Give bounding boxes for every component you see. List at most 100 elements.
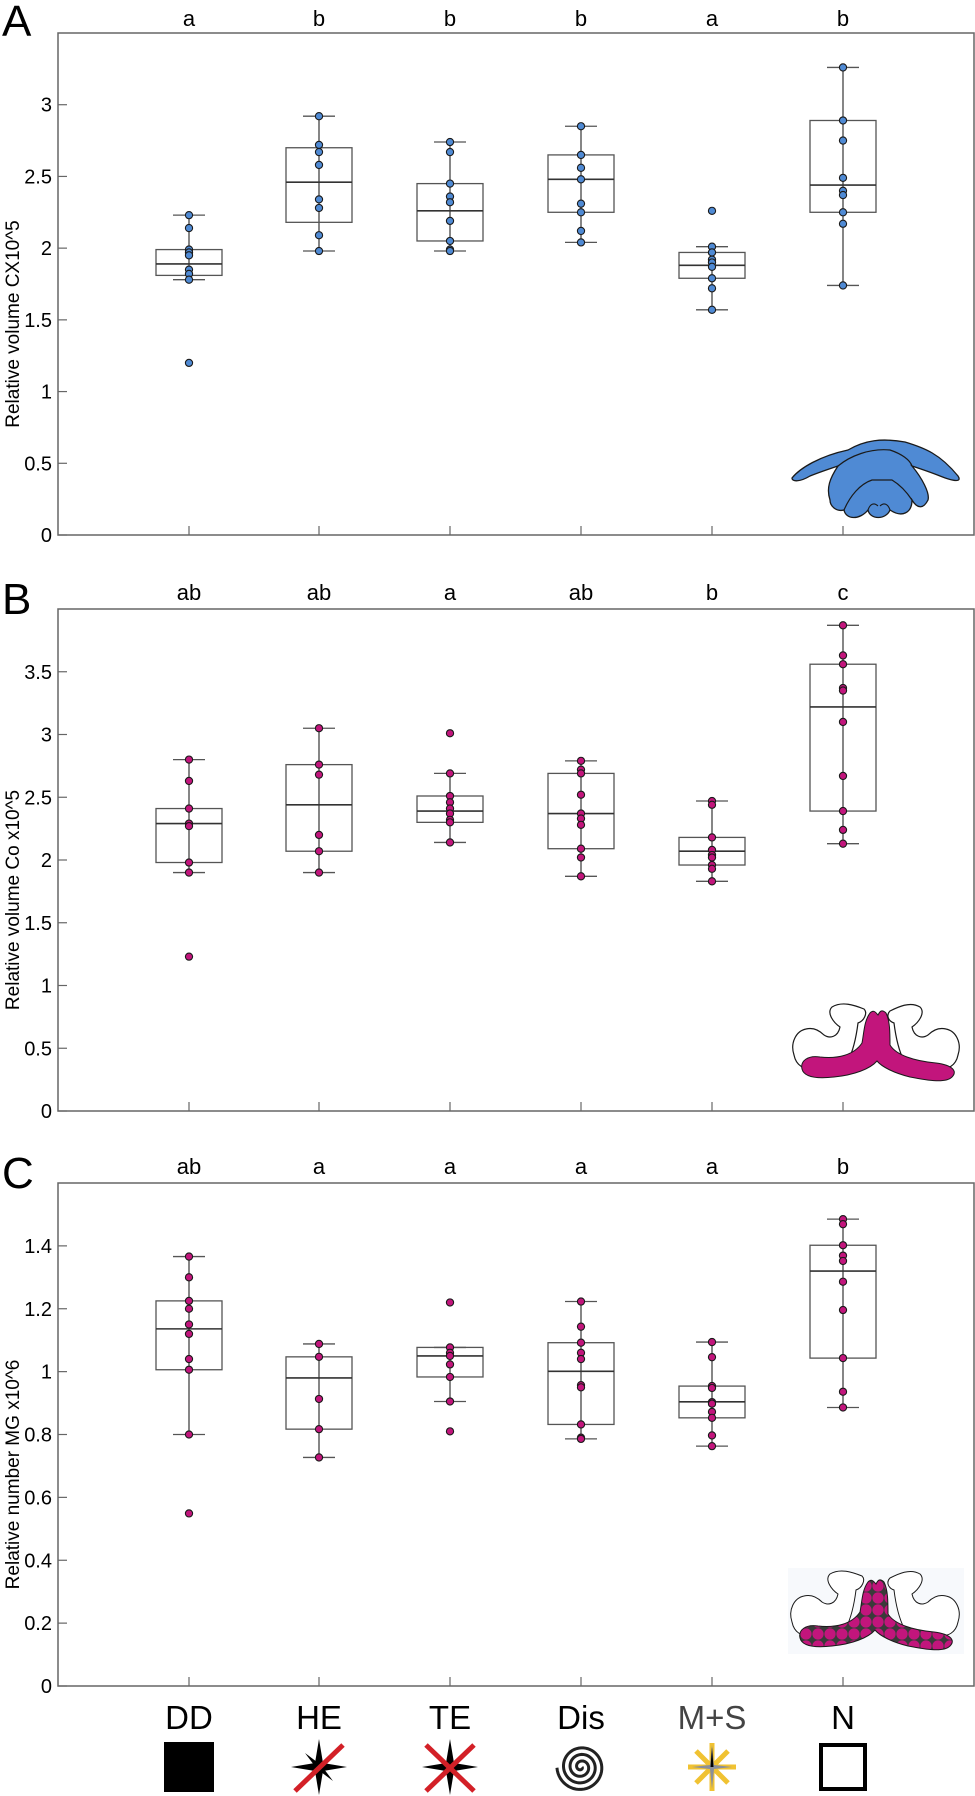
significance-letter: c bbox=[838, 580, 849, 605]
data-point bbox=[184, 868, 194, 877]
data-point bbox=[576, 1297, 586, 1306]
significance-letter: a bbox=[706, 6, 719, 31]
data-point bbox=[576, 1338, 586, 1347]
data-point bbox=[707, 248, 717, 257]
magenta-brain-mg-cells-icon bbox=[788, 1568, 964, 1654]
box-n bbox=[809, 621, 877, 848]
box-he bbox=[285, 724, 353, 877]
data-point bbox=[576, 150, 586, 160]
significance-letter: a bbox=[575, 1154, 588, 1179]
box-n bbox=[809, 1215, 877, 1412]
data-point bbox=[576, 199, 586, 208]
y-tick-label: 2 bbox=[41, 238, 52, 260]
significance-letter: b bbox=[706, 580, 718, 605]
data-point bbox=[576, 790, 586, 799]
y-axis-label: Relative volume CX10^5 bbox=[3, 220, 24, 427]
data-point bbox=[838, 1403, 848, 1412]
data-point bbox=[707, 833, 717, 842]
data-point bbox=[838, 116, 848, 125]
data-point bbox=[838, 1256, 848, 1266]
data-point bbox=[838, 1305, 848, 1315]
y-tick-label: 0.5 bbox=[24, 453, 52, 475]
data-point bbox=[445, 198, 455, 207]
data-point bbox=[838, 190, 848, 200]
plot-frame bbox=[57, 32, 975, 536]
data-point bbox=[707, 274, 717, 283]
y-tick-label: 0.8 bbox=[24, 1425, 52, 1447]
category-label: M+S bbox=[678, 1699, 747, 1736]
data-point bbox=[576, 163, 586, 172]
data-point bbox=[184, 1296, 194, 1306]
box-te bbox=[416, 137, 484, 256]
category-label: Dis bbox=[557, 1699, 605, 1736]
y-tick-label: 2 bbox=[41, 850, 52, 872]
data-point bbox=[576, 238, 586, 247]
box-mpluss bbox=[678, 206, 746, 314]
data-point bbox=[314, 140, 324, 150]
data-point bbox=[576, 853, 586, 862]
box-dis bbox=[547, 122, 615, 247]
box-n bbox=[809, 63, 877, 290]
panel-letter: C bbox=[2, 1149, 34, 1198]
y-tick-label: 0 bbox=[41, 525, 52, 547]
data-point bbox=[707, 262, 717, 271]
data-point bbox=[838, 660, 848, 669]
data-point bbox=[314, 231, 324, 240]
y-tick-label: 0.4 bbox=[24, 1550, 52, 1572]
spiral-icon bbox=[555, 1746, 604, 1791]
data-point bbox=[838, 686, 848, 695]
data-point bbox=[184, 1273, 194, 1282]
data-point bbox=[576, 844, 586, 853]
data-point bbox=[576, 122, 586, 131]
y-tick-label: 1.2 bbox=[24, 1299, 52, 1321]
data-point bbox=[445, 1397, 455, 1406]
data-point bbox=[707, 1413, 717, 1422]
y-tick-label: 2.5 bbox=[24, 787, 52, 809]
data-point bbox=[576, 769, 586, 778]
data-point bbox=[576, 756, 586, 766]
yellow-asterisk-star-icon bbox=[688, 1743, 736, 1791]
data-point bbox=[445, 216, 455, 226]
data-point bbox=[576, 1354, 586, 1364]
category-label: TE bbox=[429, 1699, 471, 1736]
data-point bbox=[707, 206, 717, 216]
box-mpluss bbox=[678, 796, 746, 886]
data-point bbox=[184, 1354, 194, 1364]
y-tick-label: 1.4 bbox=[24, 1236, 52, 1258]
data-point bbox=[184, 821, 194, 831]
box-te bbox=[416, 1298, 484, 1436]
data-point bbox=[314, 868, 324, 877]
panel-c: C 0 0.2 0.4 0.6 0.8 1 1.2 1.4 Relative number MG … bbox=[2, 1149, 975, 1698]
iqr-box bbox=[416, 182, 484, 242]
data-point bbox=[314, 1352, 324, 1361]
data-point bbox=[314, 724, 324, 733]
data-point bbox=[184, 1329, 194, 1339]
blue-brain-cx-icon bbox=[791, 439, 960, 519]
data-point bbox=[445, 1360, 455, 1369]
y-tick-label: 0.6 bbox=[24, 1487, 52, 1509]
data-point bbox=[445, 769, 455, 778]
data-point bbox=[576, 175, 586, 184]
data-point bbox=[838, 651, 848, 660]
data-point bbox=[314, 830, 324, 840]
data-point bbox=[707, 877, 717, 886]
data-point bbox=[314, 195, 324, 204]
panel-a: A 0 0.5 1 1.5 2 2.5 3 Relative volume CX10^5 a b b b… bbox=[2, 0, 975, 547]
panel-b: B 0 0.5 1 1.5 2 2.5 3 3.5 Relative volume Co x10^… bbox=[2, 575, 975, 1123]
data-point bbox=[184, 804, 194, 813]
data-point bbox=[314, 1394, 324, 1404]
category-label: HE bbox=[296, 1699, 342, 1736]
data-point bbox=[707, 1383, 717, 1393]
y-tick-label: 1 bbox=[41, 382, 52, 404]
significance-letter: b bbox=[837, 1154, 849, 1179]
y-tick-label: 0 bbox=[41, 1101, 52, 1123]
data-point bbox=[838, 1220, 848, 1229]
data-point bbox=[314, 147, 324, 157]
data-point bbox=[838, 1277, 848, 1286]
y-axis-label: Relative volume Co x10^5 bbox=[3, 790, 24, 1010]
data-point bbox=[707, 853, 717, 862]
magenta-brain-co-icon bbox=[792, 1003, 960, 1082]
data-point bbox=[314, 160, 324, 170]
data-point bbox=[707, 1441, 717, 1451]
data-point bbox=[838, 1387, 848, 1396]
